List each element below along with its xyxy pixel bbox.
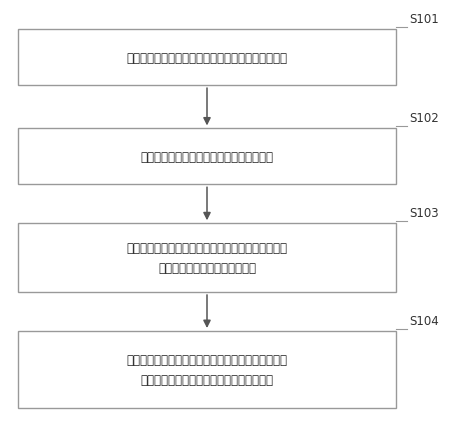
Bar (18, 224, 395, 292)
Text: 根据数字孪生设备模型，获取待测设备信息: 根据数字孪生设备模型，获取待测设备信息 (140, 150, 273, 163)
Bar (18, 129, 395, 185)
Bar (18, 331, 395, 408)
Text: 根据产品资源物料配件清单，建立数字孪生设备模型: 根据产品资源物料配件清单，建立数字孪生设备模型 (126, 52, 287, 64)
Text: S103: S103 (409, 206, 438, 219)
Text: S104: S104 (409, 314, 438, 327)
Text: S101: S101 (409, 13, 438, 26)
Text: 根据获取的质保期配件需求总量和年度区域保外设备
配件需求总量，预测年度区域配件需求总量: 根据获取的质保期配件需求总量和年度区域保外设备 配件需求总量，预测年度区域配件需… (126, 353, 287, 386)
Text: S102: S102 (409, 112, 438, 125)
Bar (18, 30, 395, 86)
Text: 利用待测设备信息，分别获取质保期配件需求总量和
年度区域保外设备配件需求总量: 利用待测设备信息，分别获取质保期配件需求总量和 年度区域保外设备配件需求总量 (126, 242, 287, 274)
